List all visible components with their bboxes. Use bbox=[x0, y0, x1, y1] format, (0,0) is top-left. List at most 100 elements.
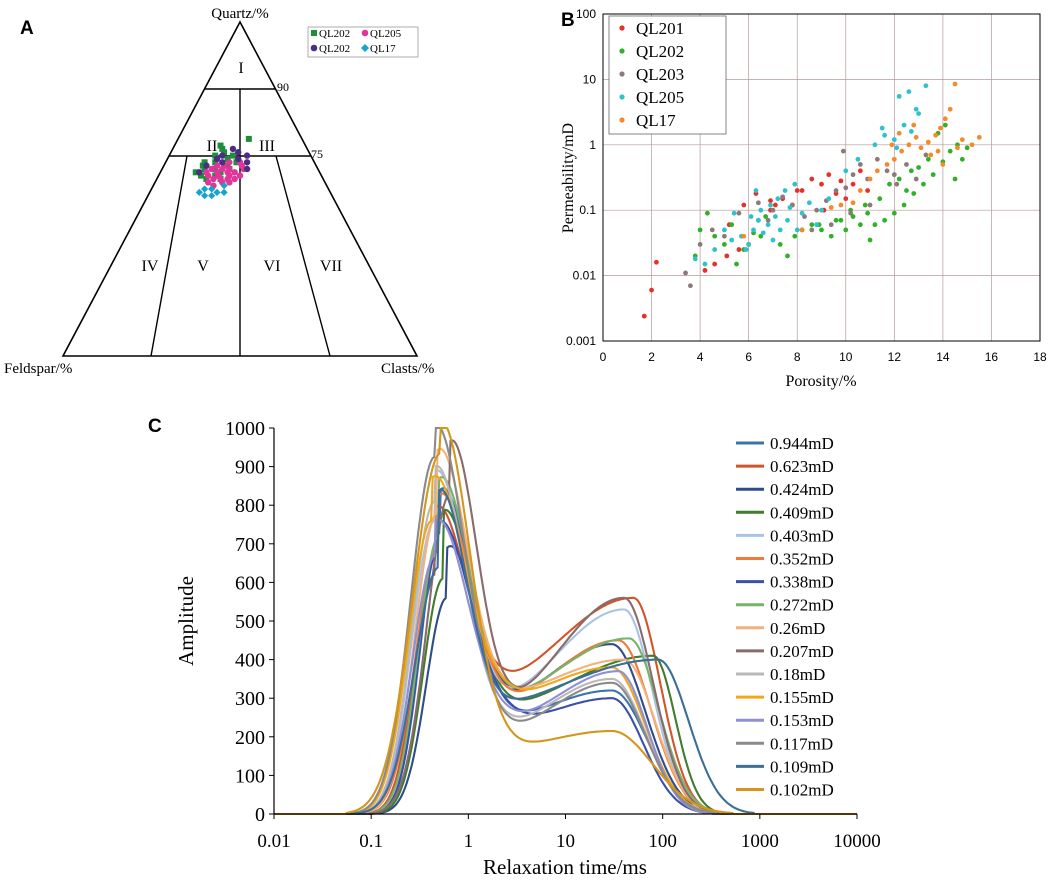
panel-label-c: C bbox=[148, 416, 162, 437]
scatter-point-ql202 bbox=[896, 176, 902, 182]
scatter-point-ql202 bbox=[843, 227, 849, 233]
scatter-point-ql202 bbox=[911, 191, 917, 196]
scatter-point-ql205 bbox=[901, 122, 907, 128]
ternary-point-square bbox=[212, 152, 219, 159]
scatter-point-ql205 bbox=[916, 111, 922, 116]
scatter-point-ql203 bbox=[850, 172, 856, 178]
apex-label-clasts: Clasts/% bbox=[381, 361, 434, 377]
scatter-point-ql202 bbox=[819, 227, 824, 233]
scatter-point-ql17 bbox=[906, 142, 912, 148]
line-legend-label: 0.944mD bbox=[770, 434, 834, 453]
scatter-point-ql205 bbox=[721, 227, 727, 233]
scatter-point-ql201 bbox=[838, 178, 844, 184]
line-x-tick-label: 10000 bbox=[833, 831, 881, 852]
scatter-point-ql203 bbox=[755, 200, 761, 206]
ternary-point-square bbox=[212, 172, 219, 179]
scatter-point-ql17 bbox=[976, 134, 982, 140]
scatter-point-ql202 bbox=[712, 233, 718, 239]
ternary-point-circle bbox=[231, 169, 238, 176]
ternary-point-circle bbox=[196, 169, 203, 176]
scatter-point-ql205 bbox=[692, 256, 698, 262]
scatter-x-axis-label: Porosity/% bbox=[785, 373, 856, 390]
scatter-point-ql205 bbox=[743, 247, 749, 252]
scatter-point-ql203 bbox=[923, 152, 929, 158]
scatter-point-ql205 bbox=[777, 227, 783, 233]
ternary-point-circle bbox=[236, 172, 244, 179]
scatter-point-ql201 bbox=[857, 168, 863, 174]
line-legend-label: 0.403mD bbox=[770, 526, 834, 545]
ternary-point-square bbox=[198, 172, 205, 179]
legend-marker-ql17-diamond bbox=[361, 44, 369, 52]
apex-label-quartz: Quartz/% bbox=[211, 6, 268, 22]
scatter-point-ql205 bbox=[746, 241, 752, 247]
legend-marker-ql205-circle bbox=[361, 29, 369, 37]
zone-label-i: I bbox=[238, 60, 243, 77]
line-legend-label: 0.207mD bbox=[770, 642, 834, 661]
ternary-point-circle bbox=[243, 165, 251, 173]
scatter-point-ql201 bbox=[819, 181, 824, 187]
ternary-legend-ql202-a: QL202 bbox=[319, 28, 350, 40]
scatter-point-ql203 bbox=[697, 241, 703, 247]
scatter-legend-box bbox=[608, 15, 727, 135]
scatter-point-ql202 bbox=[882, 217, 888, 223]
scatter-point-ql202 bbox=[828, 233, 834, 239]
ternary-point-circle bbox=[224, 169, 231, 176]
scatter-point-ql202 bbox=[877, 196, 883, 202]
scatter-point-ql17 bbox=[938, 125, 943, 131]
scatter-point-ql203 bbox=[874, 156, 880, 162]
scatter-point-ql205 bbox=[908, 129, 914, 134]
scatter-point-ql205 bbox=[772, 214, 778, 219]
scatter-point-ql203 bbox=[894, 181, 900, 187]
ternary-point-diamond bbox=[208, 185, 216, 193]
line-y-tick-label: 300 bbox=[235, 688, 265, 710]
scatter-point-ql205 bbox=[814, 222, 820, 228]
scatter-point-ql201 bbox=[772, 202, 778, 208]
line-x-tick-label: 1000 bbox=[741, 831, 779, 852]
scatter-point-ql203 bbox=[809, 227, 815, 233]
ternary-point-circle bbox=[215, 172, 222, 179]
scatter-point-ql205 bbox=[799, 210, 805, 216]
line-x-axis-label: Relaxation time/ms bbox=[483, 855, 647, 879]
scatter-point-ql205 bbox=[785, 217, 790, 223]
scatter-point-ql202 bbox=[785, 253, 790, 259]
scatter-point-ql205 bbox=[775, 196, 781, 202]
ternary-point-circle bbox=[243, 159, 251, 166]
scatter-point-ql203 bbox=[765, 217, 771, 223]
line-tick-labels: 0.01 0.1 1 10 100 1000 10000 0 100 200 300 400 500 60… bbox=[225, 418, 881, 852]
divider-left bbox=[150, 155, 188, 357]
line-y-axis-label: Amplitude bbox=[174, 576, 198, 666]
scatter-point-ql205 bbox=[923, 83, 929, 89]
scatter-point-ql205 bbox=[760, 230, 766, 236]
scatter-point-ql205 bbox=[712, 247, 718, 252]
scatter-point-ql201 bbox=[741, 202, 747, 208]
scatter-point-ql201 bbox=[826, 172, 832, 178]
scatter-point-ql17 bbox=[889, 142, 895, 148]
scatter-point-ql17 bbox=[913, 134, 919, 140]
scatter-point-ql201 bbox=[768, 198, 773, 204]
ternary-legend-ql205: QL205 bbox=[370, 28, 402, 40]
ternary-point-square bbox=[212, 165, 219, 172]
scatter-point-ql17 bbox=[741, 233, 747, 239]
scatter-point-ql201 bbox=[724, 253, 730, 259]
ternary-point-circle bbox=[231, 175, 238, 183]
line-y-tick-label: 900 bbox=[235, 457, 265, 479]
scatter-point-ql202 bbox=[763, 214, 769, 219]
scatter-point-ql205 bbox=[731, 210, 737, 216]
tick-label-75: 75 bbox=[311, 147, 323, 161]
scatter-legend-marker bbox=[619, 94, 625, 100]
scatter-point-ql203 bbox=[814, 207, 820, 213]
scatter-y-tick-label: 0.1 bbox=[579, 203, 596, 217]
line-y-tick-label: 800 bbox=[235, 495, 265, 517]
scatter-point-ql17 bbox=[857, 188, 863, 193]
scatter-point-ql205 bbox=[758, 207, 764, 213]
ternary-legend: QL202 QL205 QL202 QL17 bbox=[307, 26, 419, 58]
scatter-y-axis-label: Permeability/mD bbox=[560, 123, 577, 233]
scatter-point-ql205 bbox=[755, 217, 761, 223]
scatter-legend-marker bbox=[619, 48, 625, 54]
scatter-legend: QL201 QL202 QL203 QL205 QL17 bbox=[608, 15, 727, 135]
ternary-point-circle bbox=[219, 159, 226, 166]
scatter-point-ql17 bbox=[928, 152, 934, 158]
scatter-point-ql205 bbox=[751, 227, 756, 233]
line-legend-label: 0.26mD bbox=[770, 619, 825, 638]
